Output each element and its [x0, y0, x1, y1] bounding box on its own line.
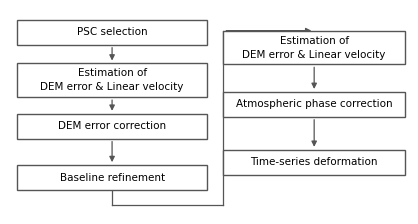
- FancyBboxPatch shape: [17, 114, 207, 139]
- Text: Time-series deformation: Time-series deformation: [250, 157, 378, 167]
- FancyBboxPatch shape: [17, 63, 207, 97]
- FancyBboxPatch shape: [224, 150, 405, 175]
- Text: Baseline refinement: Baseline refinement: [59, 172, 165, 183]
- Text: Atmospheric phase correction: Atmospheric phase correction: [236, 99, 393, 109]
- FancyBboxPatch shape: [17, 165, 207, 190]
- Text: DEM error correction: DEM error correction: [58, 121, 166, 131]
- FancyBboxPatch shape: [224, 92, 405, 117]
- Text: PSC selection: PSC selection: [77, 27, 148, 37]
- FancyBboxPatch shape: [17, 20, 207, 45]
- FancyBboxPatch shape: [224, 31, 405, 65]
- Text: Estimation of
DEM error & Linear velocity: Estimation of DEM error & Linear velocit…: [242, 36, 386, 60]
- Text: Estimation of
DEM error & Linear velocity: Estimation of DEM error & Linear velocit…: [41, 68, 184, 92]
